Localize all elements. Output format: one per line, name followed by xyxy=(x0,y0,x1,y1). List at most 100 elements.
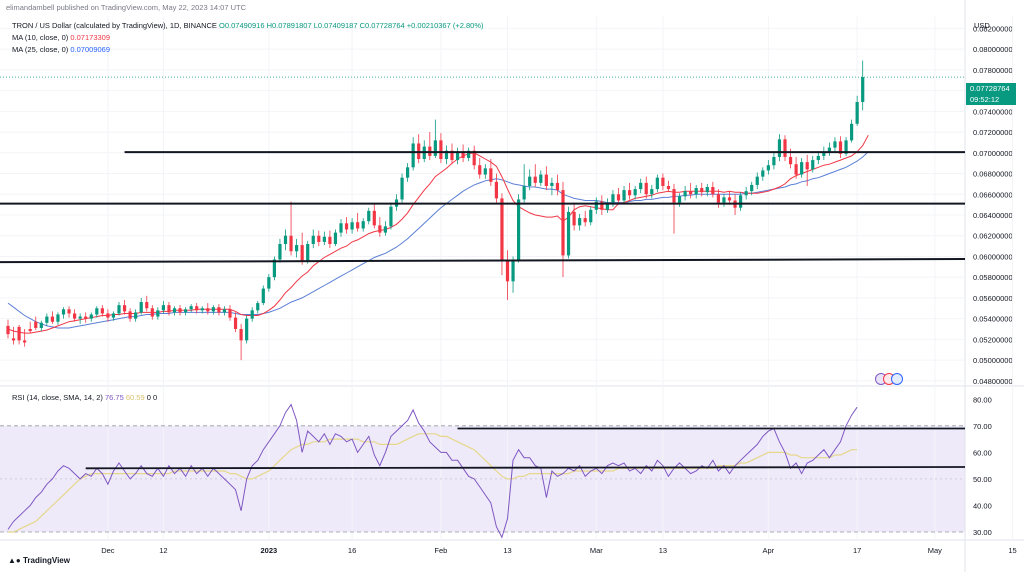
candle-body xyxy=(500,198,504,260)
candle xyxy=(189,304,193,313)
rsi-tick-label: 60.00 xyxy=(973,448,992,457)
candle xyxy=(700,182,704,197)
price-tick-label: 0.06600000 xyxy=(973,190,1013,199)
candle xyxy=(378,217,382,237)
candle-body xyxy=(239,328,243,341)
candle xyxy=(73,309,77,322)
candle-body xyxy=(589,209,593,223)
candle xyxy=(600,195,604,215)
candle-body xyxy=(134,312,138,319)
candle-body xyxy=(711,187,715,195)
candle-body xyxy=(644,182,648,195)
tradingview-brand-text: TradingView xyxy=(22,556,70,565)
candle xyxy=(222,306,227,316)
rsi-legend[interactable]: RSI (14, close, SMA, 14, 2) 76.75 60.59 … xyxy=(12,393,157,402)
candle xyxy=(439,133,443,164)
candle xyxy=(578,213,582,231)
tradingview-brand[interactable]: ▲● TradingView xyxy=(8,556,70,565)
price-tick-label: 0.06400000 xyxy=(973,211,1013,220)
candle xyxy=(833,137,837,152)
candle xyxy=(583,210,587,227)
candle xyxy=(78,313,82,324)
candle xyxy=(572,202,576,231)
candle xyxy=(644,176,648,199)
candle xyxy=(772,152,776,170)
time-tick-label: 17 xyxy=(853,546,861,555)
time-tick-label: May xyxy=(928,546,942,555)
price-tick-label: 0.07200000 xyxy=(973,128,1013,137)
candle xyxy=(317,230,321,247)
candle xyxy=(211,305,215,315)
candle xyxy=(289,201,293,256)
candle xyxy=(528,169,532,191)
candle-body xyxy=(433,140,437,156)
candle xyxy=(622,185,626,204)
ohlc-low: L0.07409187 xyxy=(313,21,358,30)
candle-body xyxy=(350,222,354,230)
candle-body xyxy=(633,189,637,196)
candle-body xyxy=(317,235,321,242)
candle xyxy=(483,164,487,179)
candle xyxy=(755,172,759,190)
candle xyxy=(56,312,60,325)
candle-body xyxy=(289,235,293,252)
candle xyxy=(594,197,598,214)
candle xyxy=(461,144,465,163)
candle xyxy=(356,212,360,232)
candle-body xyxy=(100,308,104,314)
time-tick-label: 12 xyxy=(159,546,167,555)
candle-body xyxy=(128,311,132,319)
candle-body xyxy=(322,236,326,242)
candle xyxy=(722,194,726,207)
candle xyxy=(34,316,38,331)
event-flags-icon[interactable] xyxy=(872,372,906,386)
candle-body xyxy=(23,340,27,343)
candle-body xyxy=(805,162,809,170)
candle xyxy=(533,164,537,188)
candle xyxy=(805,154,809,186)
candle-body xyxy=(195,306,199,311)
ma10-value: 0.07173309 xyxy=(70,33,110,42)
candle-body xyxy=(583,218,587,223)
candle xyxy=(850,119,854,143)
rsi-trendline xyxy=(85,466,966,470)
candle xyxy=(339,219,343,237)
candle-body xyxy=(250,310,254,319)
candle xyxy=(539,170,543,186)
candle-body xyxy=(45,316,49,323)
candle xyxy=(511,256,515,293)
candle xyxy=(605,198,609,213)
candle xyxy=(228,305,232,321)
candle xyxy=(650,184,654,199)
candle xyxy=(167,302,171,316)
candle-body xyxy=(261,288,265,304)
candle xyxy=(206,303,210,315)
candle-body xyxy=(838,141,843,154)
time-tick-label: Mar xyxy=(590,546,603,555)
ohlc-close: C0.07728764 xyxy=(359,21,405,30)
candle xyxy=(694,184,698,199)
price-tick-label: 0.08000000 xyxy=(973,45,1013,54)
candle-body xyxy=(217,307,221,313)
candle-body xyxy=(600,201,604,210)
candle-body xyxy=(67,309,71,314)
candle-body xyxy=(727,197,732,201)
candle xyxy=(811,155,815,173)
candle xyxy=(128,308,132,322)
candle xyxy=(161,301,165,314)
candle-body xyxy=(106,313,110,318)
candle-body xyxy=(356,222,360,229)
candle xyxy=(566,206,571,259)
candle-body xyxy=(572,211,576,226)
rsi-extra: 0 0 xyxy=(146,393,158,402)
ma10-legend[interactable]: MA (10, close, 0) 0.07173309 xyxy=(12,33,110,42)
candle xyxy=(555,174,560,196)
candle-body xyxy=(844,140,848,154)
candle xyxy=(200,306,204,314)
candle-body xyxy=(339,223,343,233)
candle xyxy=(794,156,798,179)
candle xyxy=(106,309,110,322)
ma25-legend[interactable]: MA (25, close, 0) 0.07009069 xyxy=(12,45,110,54)
candle xyxy=(683,185,687,201)
